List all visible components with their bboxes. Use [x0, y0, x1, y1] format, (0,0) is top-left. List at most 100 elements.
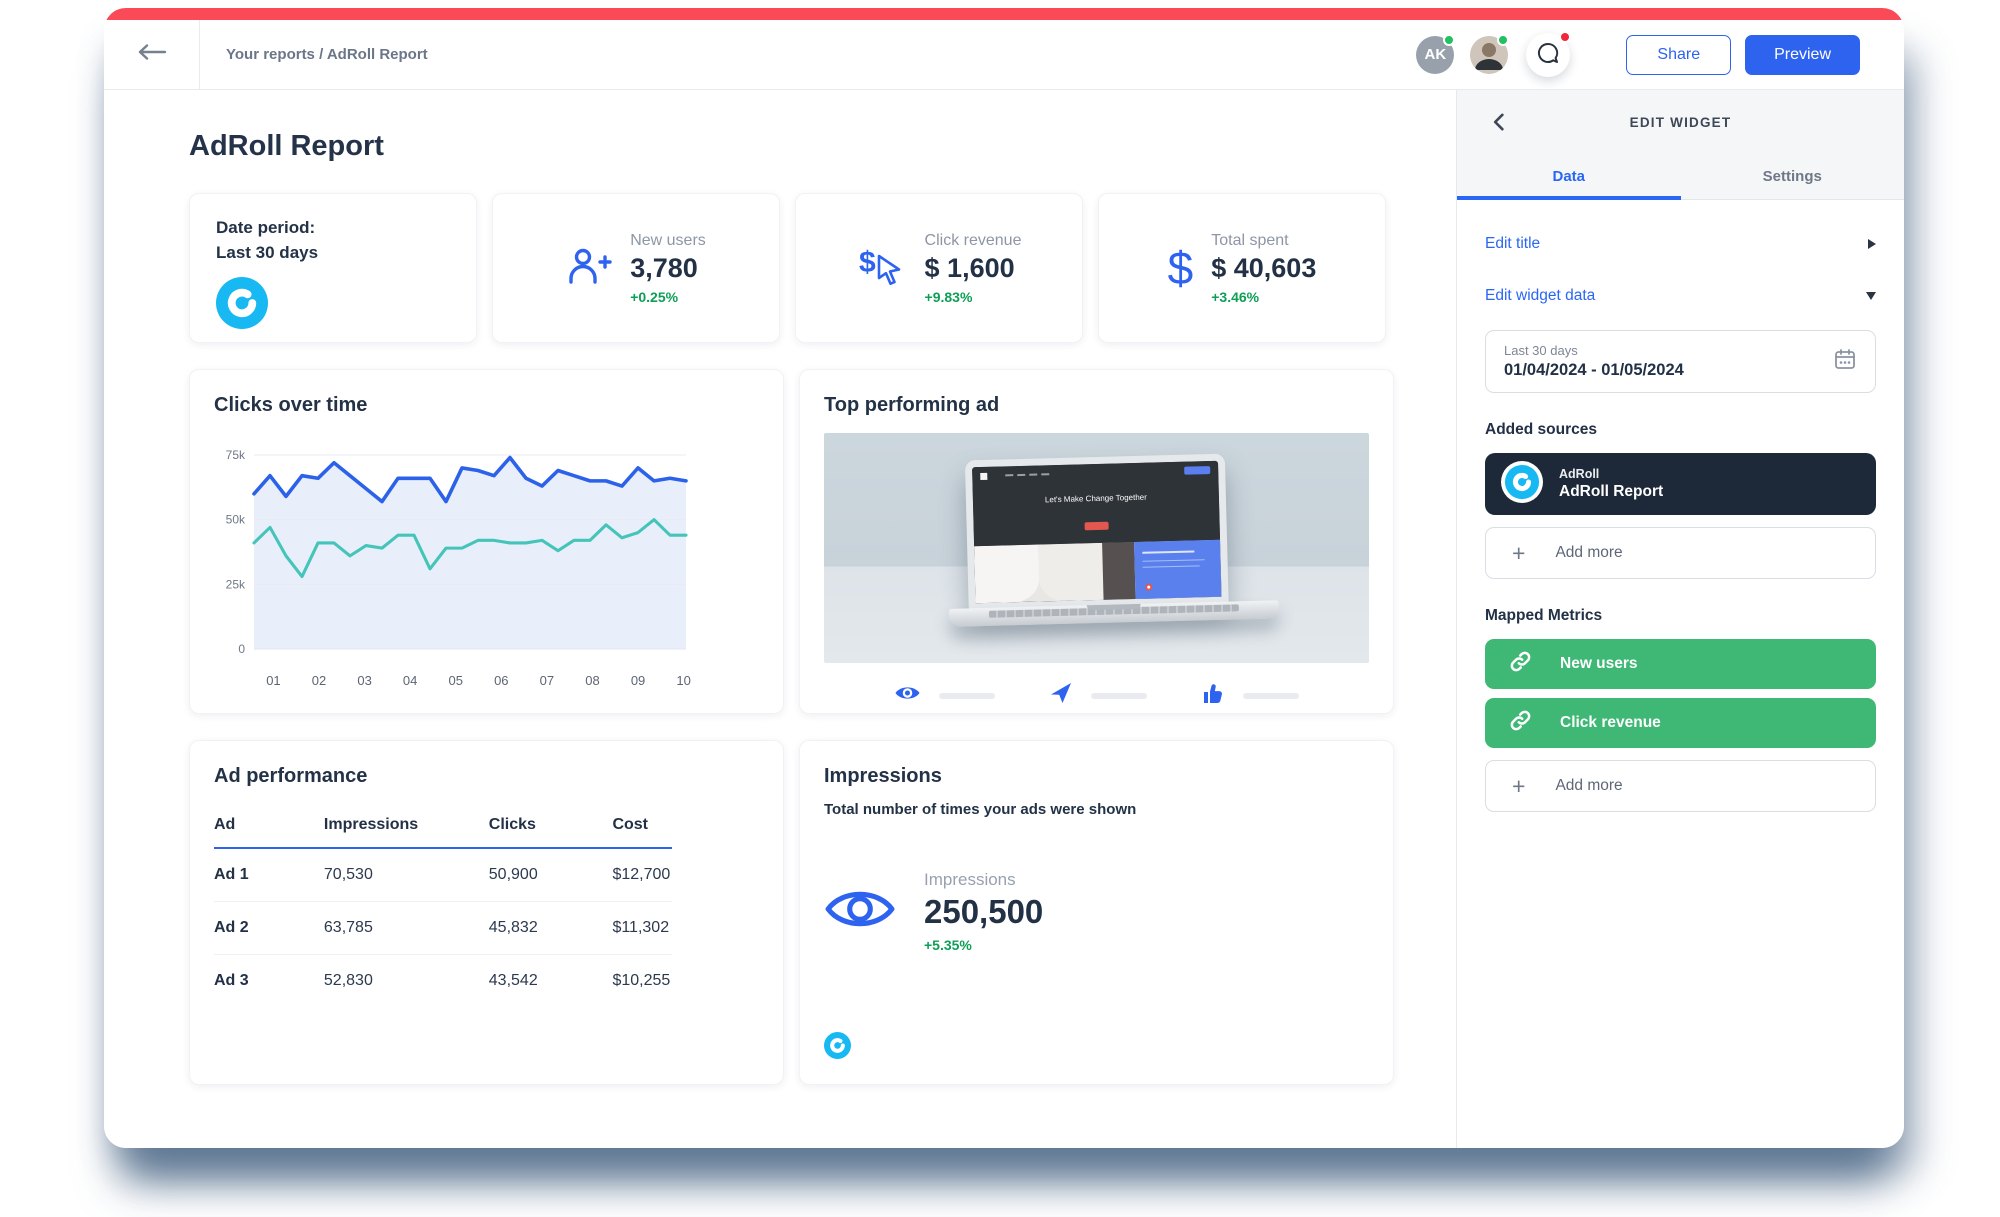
- widgets-row-3: Ad performance Ad Impressions Clicks Cos…: [189, 740, 1456, 1085]
- active-tab-underline: [1457, 196, 1681, 200]
- svg-text:05: 05: [449, 673, 463, 688]
- top-performing-ad-widget[interactable]: Top performing ad Let's Make Change Toge…: [799, 369, 1394, 714]
- plus-icon: +: [1512, 772, 1526, 799]
- thumbs-up-icon: [1201, 681, 1225, 710]
- impressions-metric: Impressions 250,500 +5.35%: [824, 870, 1369, 953]
- widget-title: Top performing ad: [824, 394, 1000, 416]
- added-sources-heading: Added sources: [1485, 421, 1597, 438]
- online-status-dot: [1497, 33, 1510, 46]
- link-icon: [1509, 709, 1532, 737]
- stat-placeholder-bar: [1091, 692, 1147, 699]
- laptop-mockup: Let's Make Change Together: [944, 453, 1279, 627]
- share-button[interactable]: Share: [1626, 34, 1732, 75]
- mapped-metric-click-revenue[interactable]: Click revenue: [1485, 698, 1876, 748]
- page-title: AdRoll Report: [189, 130, 384, 162]
- table-row: Ad 1 70,530 50,900 $12,700: [214, 849, 672, 902]
- edit-widget-data-label: Edit widget data: [1485, 287, 1596, 304]
- svg-text:07: 07: [540, 673, 554, 688]
- cell-cost: $10,255: [612, 972, 671, 989]
- dollar-icon: $: [1167, 242, 1194, 294]
- clicks-over-time-widget[interactable]: Clicks over time 0 25k 50k 75k 01 02 03 04 05 06 0…: [189, 369, 784, 714]
- date-preset-label: Last 30 days: [1504, 343, 1578, 358]
- avatar-initials[interactable]: AK: [1416, 33, 1456, 74]
- stat-placeholder-bar: [939, 692, 995, 699]
- kpi-label: Click revenue: [924, 231, 1022, 249]
- date-period-value: Last 30 days: [216, 242, 319, 262]
- edit-widget-panel: EDIT WIDGET Data Settings Edit title Edi…: [1456, 90, 1904, 1148]
- cell-impressions: 63,785: [323, 919, 373, 936]
- avatar-photo[interactable]: [1470, 33, 1510, 74]
- panel-tabs: Data Settings: [1457, 154, 1904, 200]
- new-users-card[interactable]: New users 3,780 +0.25%: [492, 193, 780, 343]
- mapped-metric-new-users[interactable]: New users: [1485, 639, 1876, 689]
- tab-settings[interactable]: Settings: [1681, 154, 1905, 199]
- date-range-picker[interactable]: Last 30 days 01/04/2024 - 01/05/2024: [1485, 330, 1876, 393]
- metric-value: 250,500: [924, 893, 1044, 930]
- ad-headline: Let's Make Change Together: [1044, 492, 1147, 505]
- main-area: AdRoll Report Date period: Last 30 days: [104, 90, 1904, 1148]
- chevron-down-icon: [1866, 292, 1876, 300]
- cell-clicks: 43,542: [488, 972, 538, 989]
- cell-clicks: 45,832: [488, 919, 538, 936]
- table-header-row: Ad Impressions Clicks Cost: [214, 816, 672, 849]
- back-arrow-icon: [137, 44, 167, 65]
- tab-data[interactable]: Data: [1457, 154, 1681, 200]
- add-source-button[interactable]: + Add more: [1485, 527, 1876, 579]
- breadcrumb[interactable]: Your reports / AdRoll Report: [226, 46, 428, 63]
- table-row: Ad 3 52,830 43,542 $10,255: [214, 955, 672, 1007]
- kpi-label: New users: [630, 231, 706, 249]
- likes-stat: [1201, 681, 1299, 710]
- add-more-label: Add more: [1555, 777, 1623, 794]
- kpi-delta: +9.83%: [924, 288, 973, 305]
- top-bar: Your reports / AdRoll Report AK: [104, 20, 1904, 90]
- metric-pill-label: Click revenue: [1560, 714, 1661, 731]
- metric-delta: +5.35%: [924, 937, 972, 953]
- edit-title-label: Edit title: [1485, 235, 1541, 252]
- impressions-widget[interactable]: Impressions Total number of times your a…: [799, 740, 1394, 1085]
- preview-button[interactable]: Preview: [1745, 34, 1860, 75]
- clicks-stat: [1049, 681, 1147, 710]
- source-item-adroll[interactable]: AdRoll AdRoll Report: [1485, 453, 1876, 515]
- cell-cost: $12,700: [612, 866, 671, 883]
- source-name: AdRoll Report: [1559, 483, 1664, 500]
- date-period-card[interactable]: Date period: Last 30 days: [189, 193, 477, 343]
- widget-subtitle: Total number of times your ads were show…: [824, 801, 1137, 818]
- metric-pill-label: New users: [1560, 655, 1638, 672]
- svg-text:08: 08: [585, 673, 599, 688]
- svg-text:50k: 50k: [226, 513, 246, 527]
- panel-back-button[interactable]: [1487, 90, 1510, 154]
- widget-title: Clicks over time: [214, 394, 368, 416]
- column-header: Ad: [214, 816, 236, 833]
- cell-ad-name: Ad 3: [214, 972, 249, 989]
- kpi-delta: +3.46%: [1211, 288, 1260, 305]
- calendar-icon: [1833, 347, 1857, 376]
- adroll-logo-icon: [1501, 460, 1543, 508]
- kpi-value: $ 40,603: [1211, 252, 1317, 283]
- link-icon: [1509, 650, 1532, 678]
- online-status-dot: [1443, 33, 1456, 46]
- chat-button[interactable]: [1526, 30, 1572, 77]
- column-header: Clicks: [488, 816, 536, 833]
- eye-icon: [894, 683, 921, 708]
- add-metric-button[interactable]: + Add more: [1485, 760, 1876, 812]
- table-row: Ad 2 63,785 45,832 $11,302: [214, 902, 672, 955]
- cell-cost: $11,302: [612, 919, 670, 936]
- tab-label: Settings: [1762, 168, 1822, 185]
- top-ad-image: Let's Make Change Together: [824, 433, 1369, 663]
- back-button[interactable]: [104, 20, 200, 89]
- stat-placeholder-bar: [1243, 692, 1299, 699]
- date-range-value: 01/04/2024 - 01/05/2024: [1504, 361, 1684, 379]
- plus-icon: +: [1512, 539, 1526, 566]
- chat-bubble-icon: [1536, 41, 1560, 68]
- click-revenue-card[interactable]: $ Click revenue $ 1,600 +9.83%: [795, 193, 1083, 343]
- send-arrow-icon: [1049, 681, 1073, 710]
- edit-widget-data-row[interactable]: Edit widget data: [1485, 270, 1876, 322]
- edit-title-row[interactable]: Edit title: [1485, 218, 1876, 270]
- avatar-initials-text: AK: [1424, 46, 1447, 63]
- widgets-row-2: Clicks over time 0 25k 50k 75k 01 02 03 04 05 06 0…: [189, 369, 1456, 714]
- kpi-value: 3,780: [630, 252, 698, 283]
- svg-text:09: 09: [631, 673, 645, 688]
- svg-text:$: $: [859, 246, 876, 279]
- ad-performance-widget[interactable]: Ad performance Ad Impressions Clicks Cos…: [189, 740, 784, 1085]
- total-spent-card[interactable]: $ Total spent $ 40,603 +3.46%: [1098, 193, 1386, 343]
